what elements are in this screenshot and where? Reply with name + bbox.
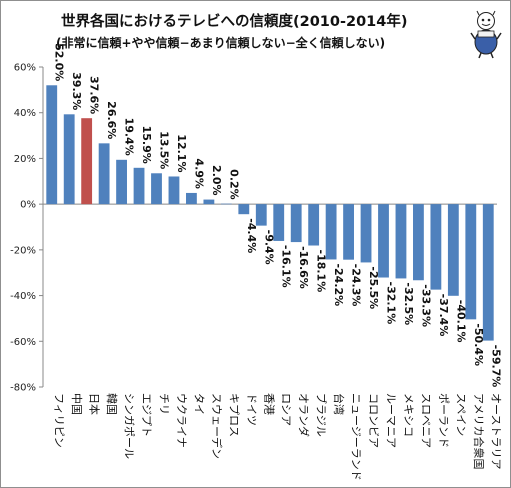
- category-label: ニュージーランド: [350, 393, 363, 481]
- value-label: -59.7%: [489, 345, 502, 388]
- y-tick-label: 60%: [14, 63, 36, 74]
- category-label: スペイン: [454, 393, 467, 436]
- value-label: 12.1%: [175, 134, 188, 172]
- category-label: ルーマニア: [385, 393, 398, 448]
- y-tick-label: -80%: [10, 383, 36, 394]
- bar-5: [116, 159, 127, 205]
- category-label: アメリカ合衆国: [472, 393, 486, 469]
- bar-6: [133, 167, 145, 205]
- category-labels-group: フィリピン 中国 日本 韓国 シンガポール エジプト チリ ウクライナ タイ スウェーデン キプロス…: [53, 393, 503, 481]
- bar-9: [186, 192, 197, 205]
- value-label: 13.5%: [158, 131, 171, 169]
- bar-17: [325, 204, 337, 260]
- bar-16: [308, 204, 320, 246]
- value-label: -16.1%: [280, 245, 293, 288]
- bar-8: [168, 176, 180, 205]
- cartoon-character-icon: [470, 10, 502, 59]
- bar-14: [273, 204, 285, 241]
- value-label: -9.4%: [262, 230, 275, 265]
- value-label: 39.3%: [70, 72, 83, 110]
- value-label: -33.3%: [419, 284, 432, 327]
- bar-3: [81, 118, 93, 205]
- category-label: ブラジル: [315, 393, 329, 437]
- y-tick-label: -20%: [10, 245, 36, 256]
- category-label: シンガポール: [123, 393, 136, 459]
- bar-20: [378, 204, 389, 278]
- category-label: 台湾: [332, 393, 346, 415]
- value-label: 26.6%: [105, 101, 118, 139]
- y-tick-label: 0%: [20, 200, 36, 211]
- value-label: -24.3%: [350, 264, 363, 307]
- value-label: -16.6%: [297, 246, 310, 289]
- category-label: ウクライナ: [175, 393, 188, 448]
- value-label: -18.1%: [315, 250, 328, 293]
- category-label: フィリピン: [53, 393, 66, 448]
- category-label: 日本: [88, 393, 102, 415]
- y-tick-label: 40%: [14, 108, 36, 119]
- bar-7: [151, 173, 162, 205]
- value-label: -24.2%: [332, 263, 345, 306]
- value-label: -4.4%: [245, 218, 258, 253]
- value-label: 52.0%: [53, 43, 66, 81]
- bar-22: [413, 204, 424, 281]
- category-label: キプロス: [227, 393, 240, 437]
- value-label: -32.1%: [385, 282, 398, 325]
- category-label: オランダ: [297, 393, 311, 437]
- category-label: 香港: [262, 393, 275, 415]
- category-label: 中国: [70, 393, 83, 415]
- category-label: ポーランド: [437, 393, 450, 448]
- value-labels-group: 52.0% 39.3% 37.6% 26.6% 19.4% 15.9% 13.5% 12.1%…: [53, 43, 503, 387]
- value-label: 2.0%: [210, 165, 223, 196]
- category-label: スウェーデン: [210, 393, 224, 459]
- chart-title: 世界各国におけるテレビへの信頼度(2010-2014年): [61, 12, 407, 30]
- bars-group: [46, 85, 494, 341]
- value-label: 4.9%: [192, 158, 205, 189]
- bar-19: [360, 204, 372, 263]
- value-label: 0.2%: [227, 169, 240, 200]
- bar-21: [395, 204, 407, 279]
- category-label: コロンビア: [367, 393, 380, 448]
- bar-4: [98, 143, 110, 205]
- value-label: -37.4%: [437, 294, 450, 337]
- bar-18: [343, 204, 354, 260]
- bar-10: [203, 199, 215, 205]
- category-label: ドイツ: [245, 393, 258, 426]
- category-label: チリ: [158, 393, 171, 415]
- y-tick-label: -40%: [10, 291, 36, 302]
- chart-subtitle: (非常に信頼+やや信頼−あまり信頼しない−全く信頼しない): [56, 35, 385, 50]
- bar-15: [290, 204, 302, 243]
- value-label: 37.6%: [88, 76, 101, 114]
- category-label: オーストラリア: [489, 393, 502, 469]
- value-label: -32.5%: [402, 282, 415, 325]
- value-label: 15.9%: [140, 126, 153, 164]
- category-label: タイ: [192, 393, 205, 415]
- bar-25: [465, 204, 477, 320]
- bar-26: [482, 204, 494, 341]
- value-label: 19.4%: [123, 118, 136, 156]
- category-label: 韓国: [105, 393, 118, 415]
- value-label: -50.4%: [472, 323, 485, 366]
- category-label: メキシコ: [402, 393, 415, 437]
- bar-23: [430, 204, 442, 290]
- category-label: ロシア: [280, 393, 293, 426]
- value-label: -25.5%: [367, 266, 380, 309]
- y-tick-label: -60%: [10, 337, 36, 348]
- value-label: -40.1%: [454, 300, 467, 343]
- bar-1: [46, 85, 58, 205]
- bar-12: [238, 204, 250, 215]
- bar-2: [63, 114, 75, 205]
- category-label: エジプト: [140, 393, 153, 437]
- category-label: スロベニア: [419, 393, 432, 448]
- y-tick-label: 20%: [14, 154, 36, 165]
- bar-13: [255, 204, 267, 226]
- bar-24: [447, 204, 459, 296]
- bar-11: [220, 203, 232, 205]
